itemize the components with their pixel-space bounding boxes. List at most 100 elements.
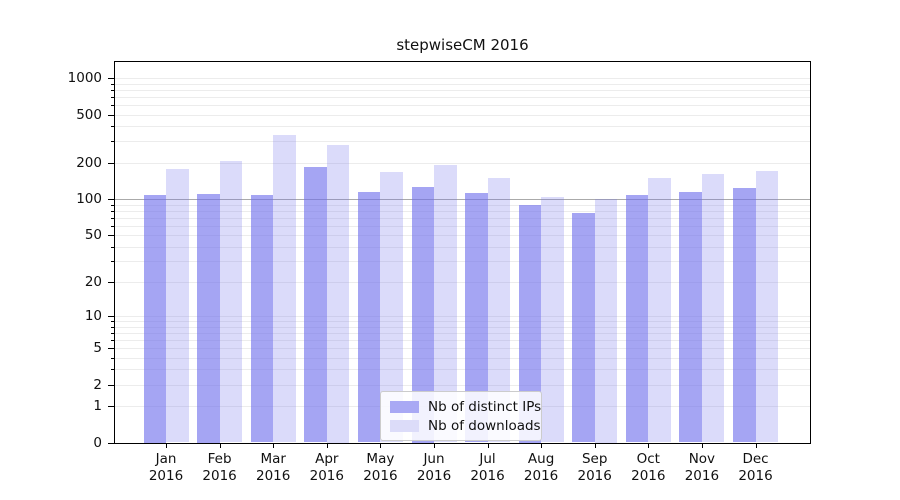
y-axis-minor-tick [111,326,114,328]
bar-downloads-sep [594,199,618,443]
x-axis-tick [380,444,382,448]
bar-distinct-ips-jun [411,186,434,443]
bar-downloads-jan [166,168,189,443]
y-axis-tick [108,114,114,116]
gridline [115,357,810,359]
y-axis-tick-label: 1000 [67,69,102,86]
gridline [115,235,810,236]
bar-distinct-ips-dec [733,187,756,443]
x-axis-tick-label: May 2016 [363,451,398,484]
legend-label-distinct-ips: Nb of distinct IPs [428,398,542,415]
y-axis-minor-tick [111,246,114,248]
plot-area [114,61,811,444]
gridline [115,321,810,322]
chart-title: stepwiseCM 2016 [396,36,529,54]
x-axis-tick-label: Aug 2016 [523,451,559,484]
gridline [115,104,810,106]
y-axis-tick [108,199,114,200]
bar-distinct-ips-aug [518,204,542,443]
bar-downloads-jul [487,177,510,443]
y-axis-tick-label: 100 [76,191,102,207]
gridline [115,204,810,206]
x-axis-tick-label: Jan 2016 [148,451,184,484]
gridline [115,348,810,349]
bar-distinct-ips-sep [572,213,595,443]
legend-item-distinct-ips: Nb of distinct IPs [390,397,541,416]
y-axis-minor-tick [111,217,114,219]
gridline [115,225,810,227]
bar-distinct-ips-apr [304,166,327,443]
x-axis-tick-label: Feb 2016 [202,451,237,484]
y-axis-tick [108,77,114,79]
y-axis-minor-tick [111,83,114,85]
x-axis-tick [701,444,703,448]
x-axis-tick [648,444,650,448]
x-axis-tick [541,444,543,448]
legend-swatch-downloads [390,419,419,432]
y-axis-tick-label: 1 [93,397,102,414]
bar-downloads-apr [326,145,350,443]
gridline [115,89,810,91]
bar-downloads-may [380,172,403,443]
x-axis-tick-label: Nov 2016 [684,451,720,484]
gridline [115,162,810,164]
bar-downloads-feb [219,161,243,443]
gridline [115,141,810,143]
x-axis-tick [487,444,489,448]
gridline [115,217,810,219]
bar-downloads-oct [648,177,671,443]
x-axis-tick [219,444,221,448]
y-axis-tick-label: 50 [84,227,102,243]
y-axis-minor-tick [111,321,114,322]
gridline [115,326,810,328]
gridline [115,210,810,212]
bar-distinct-ips-may [357,191,381,443]
x-axis-tick-label: Dec 2016 [738,451,773,484]
x-axis-tick-label: Oct 2016 [631,451,666,484]
y-axis-tick [108,162,114,164]
y-axis-minor-tick [111,225,114,227]
y-axis-minor-tick [111,204,114,206]
gridline [115,126,810,128]
x-axis-tick [273,444,275,448]
x-axis-tick-label: Jun 2016 [416,451,452,484]
gridline [115,77,810,79]
x-axis-tick [755,444,757,448]
y-axis-tick [108,316,114,317]
y-axis-tick-label: 5 [93,340,102,356]
y-axis-tick [108,405,114,407]
x-axis-tick-label: Sep 2016 [577,451,612,484]
y-axis-minor-tick [111,126,114,128]
y-axis-tick-label: 2 [93,376,102,393]
gridline [115,96,810,98]
bar-distinct-ips-oct [625,195,649,443]
y-axis-minor-tick [111,369,114,371]
y-axis-minor-tick [111,339,114,341]
gridline [115,83,810,85]
y-axis-minor-tick [111,332,114,334]
x-axis-tick [434,444,435,448]
y-axis-minor-tick [111,210,114,212]
y-axis-tick-label: 20 [84,273,102,290]
legend-swatch-distinct-ips [390,400,419,413]
y-axis-tick [108,442,114,444]
gridline [115,332,810,334]
y-axis-minor-tick [111,261,114,263]
y-axis-tick [108,348,114,349]
bar-distinct-ips-jul [465,193,488,443]
y-axis-tick [108,235,114,236]
y-axis-minor-tick [111,357,114,359]
gridline [115,261,810,263]
bar-distinct-ips-nov [679,191,702,443]
bar-downloads-dec [755,170,778,443]
legend: Nb of distinct IPs Nb of downloads [380,391,542,441]
gridline [115,339,810,341]
y-axis-tick-label: 500 [76,106,102,123]
gridline [115,281,810,283]
x-axis-tick-label: Mar 2016 [256,451,291,484]
x-axis-tick [166,444,167,448]
x-axis-tick [326,444,328,448]
x-axis-tick-label: Jul 2016 [470,451,505,484]
gridline [115,246,810,248]
